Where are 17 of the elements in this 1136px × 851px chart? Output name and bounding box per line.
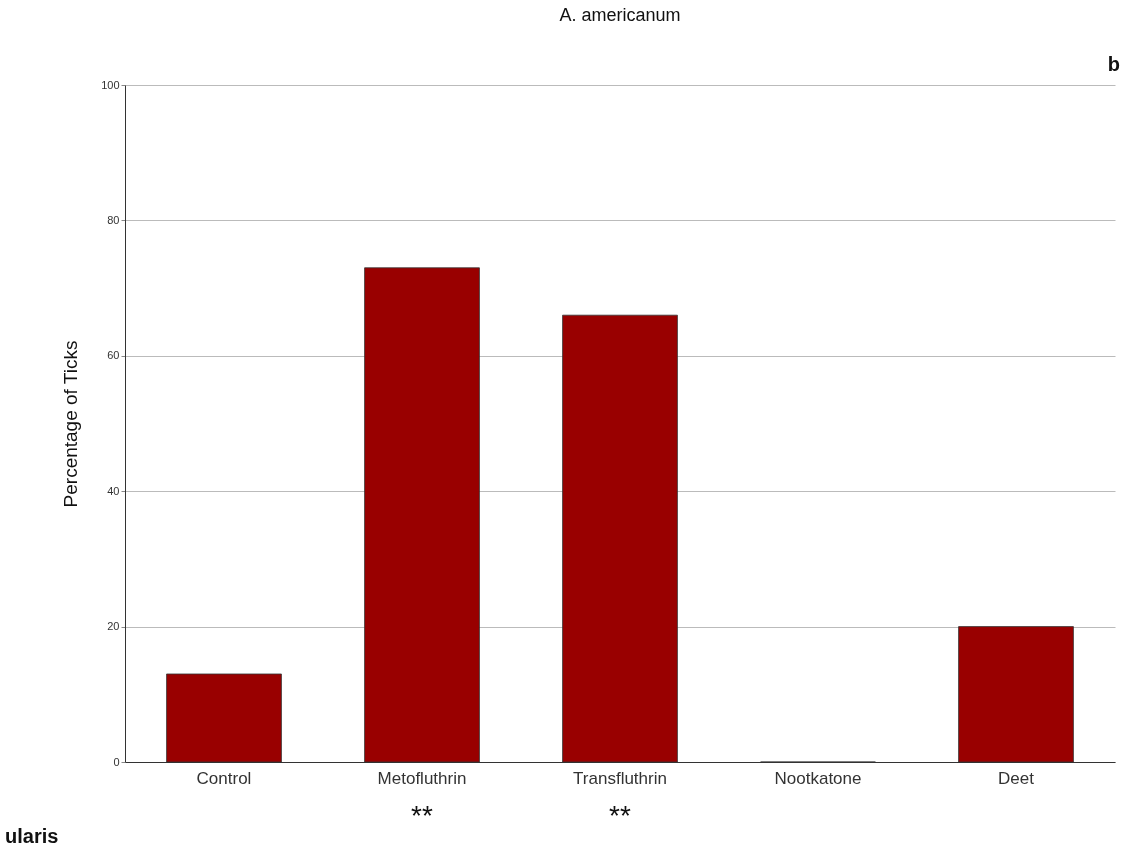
- y-tick-label: 60: [107, 349, 120, 362]
- x-tick-label: Deet: [998, 768, 1035, 788]
- text: b: [1107, 53, 1120, 75]
- text: **: [609, 800, 631, 831]
- y-axis-title: Percentage of Ticks: [60, 340, 82, 508]
- text: ularis: [5, 825, 59, 847]
- y-tick-label: 0: [113, 755, 120, 768]
- x-tick-label: Metofluthrin: [377, 768, 467, 788]
- y-tick-label: 80: [107, 213, 120, 226]
- y-tick-label: 100: [101, 78, 120, 91]
- y-tick-label: 20: [107, 620, 120, 633]
- x-tick-label: Control: [196, 768, 252, 788]
- y-tick-label: 40: [107, 484, 120, 497]
- x-tick-label: Transfluthrin: [573, 768, 667, 788]
- chart-title: A. americanum: [559, 5, 681, 25]
- text: **: [411, 800, 433, 831]
- x-tick-label: Nootkatone: [774, 768, 862, 788]
